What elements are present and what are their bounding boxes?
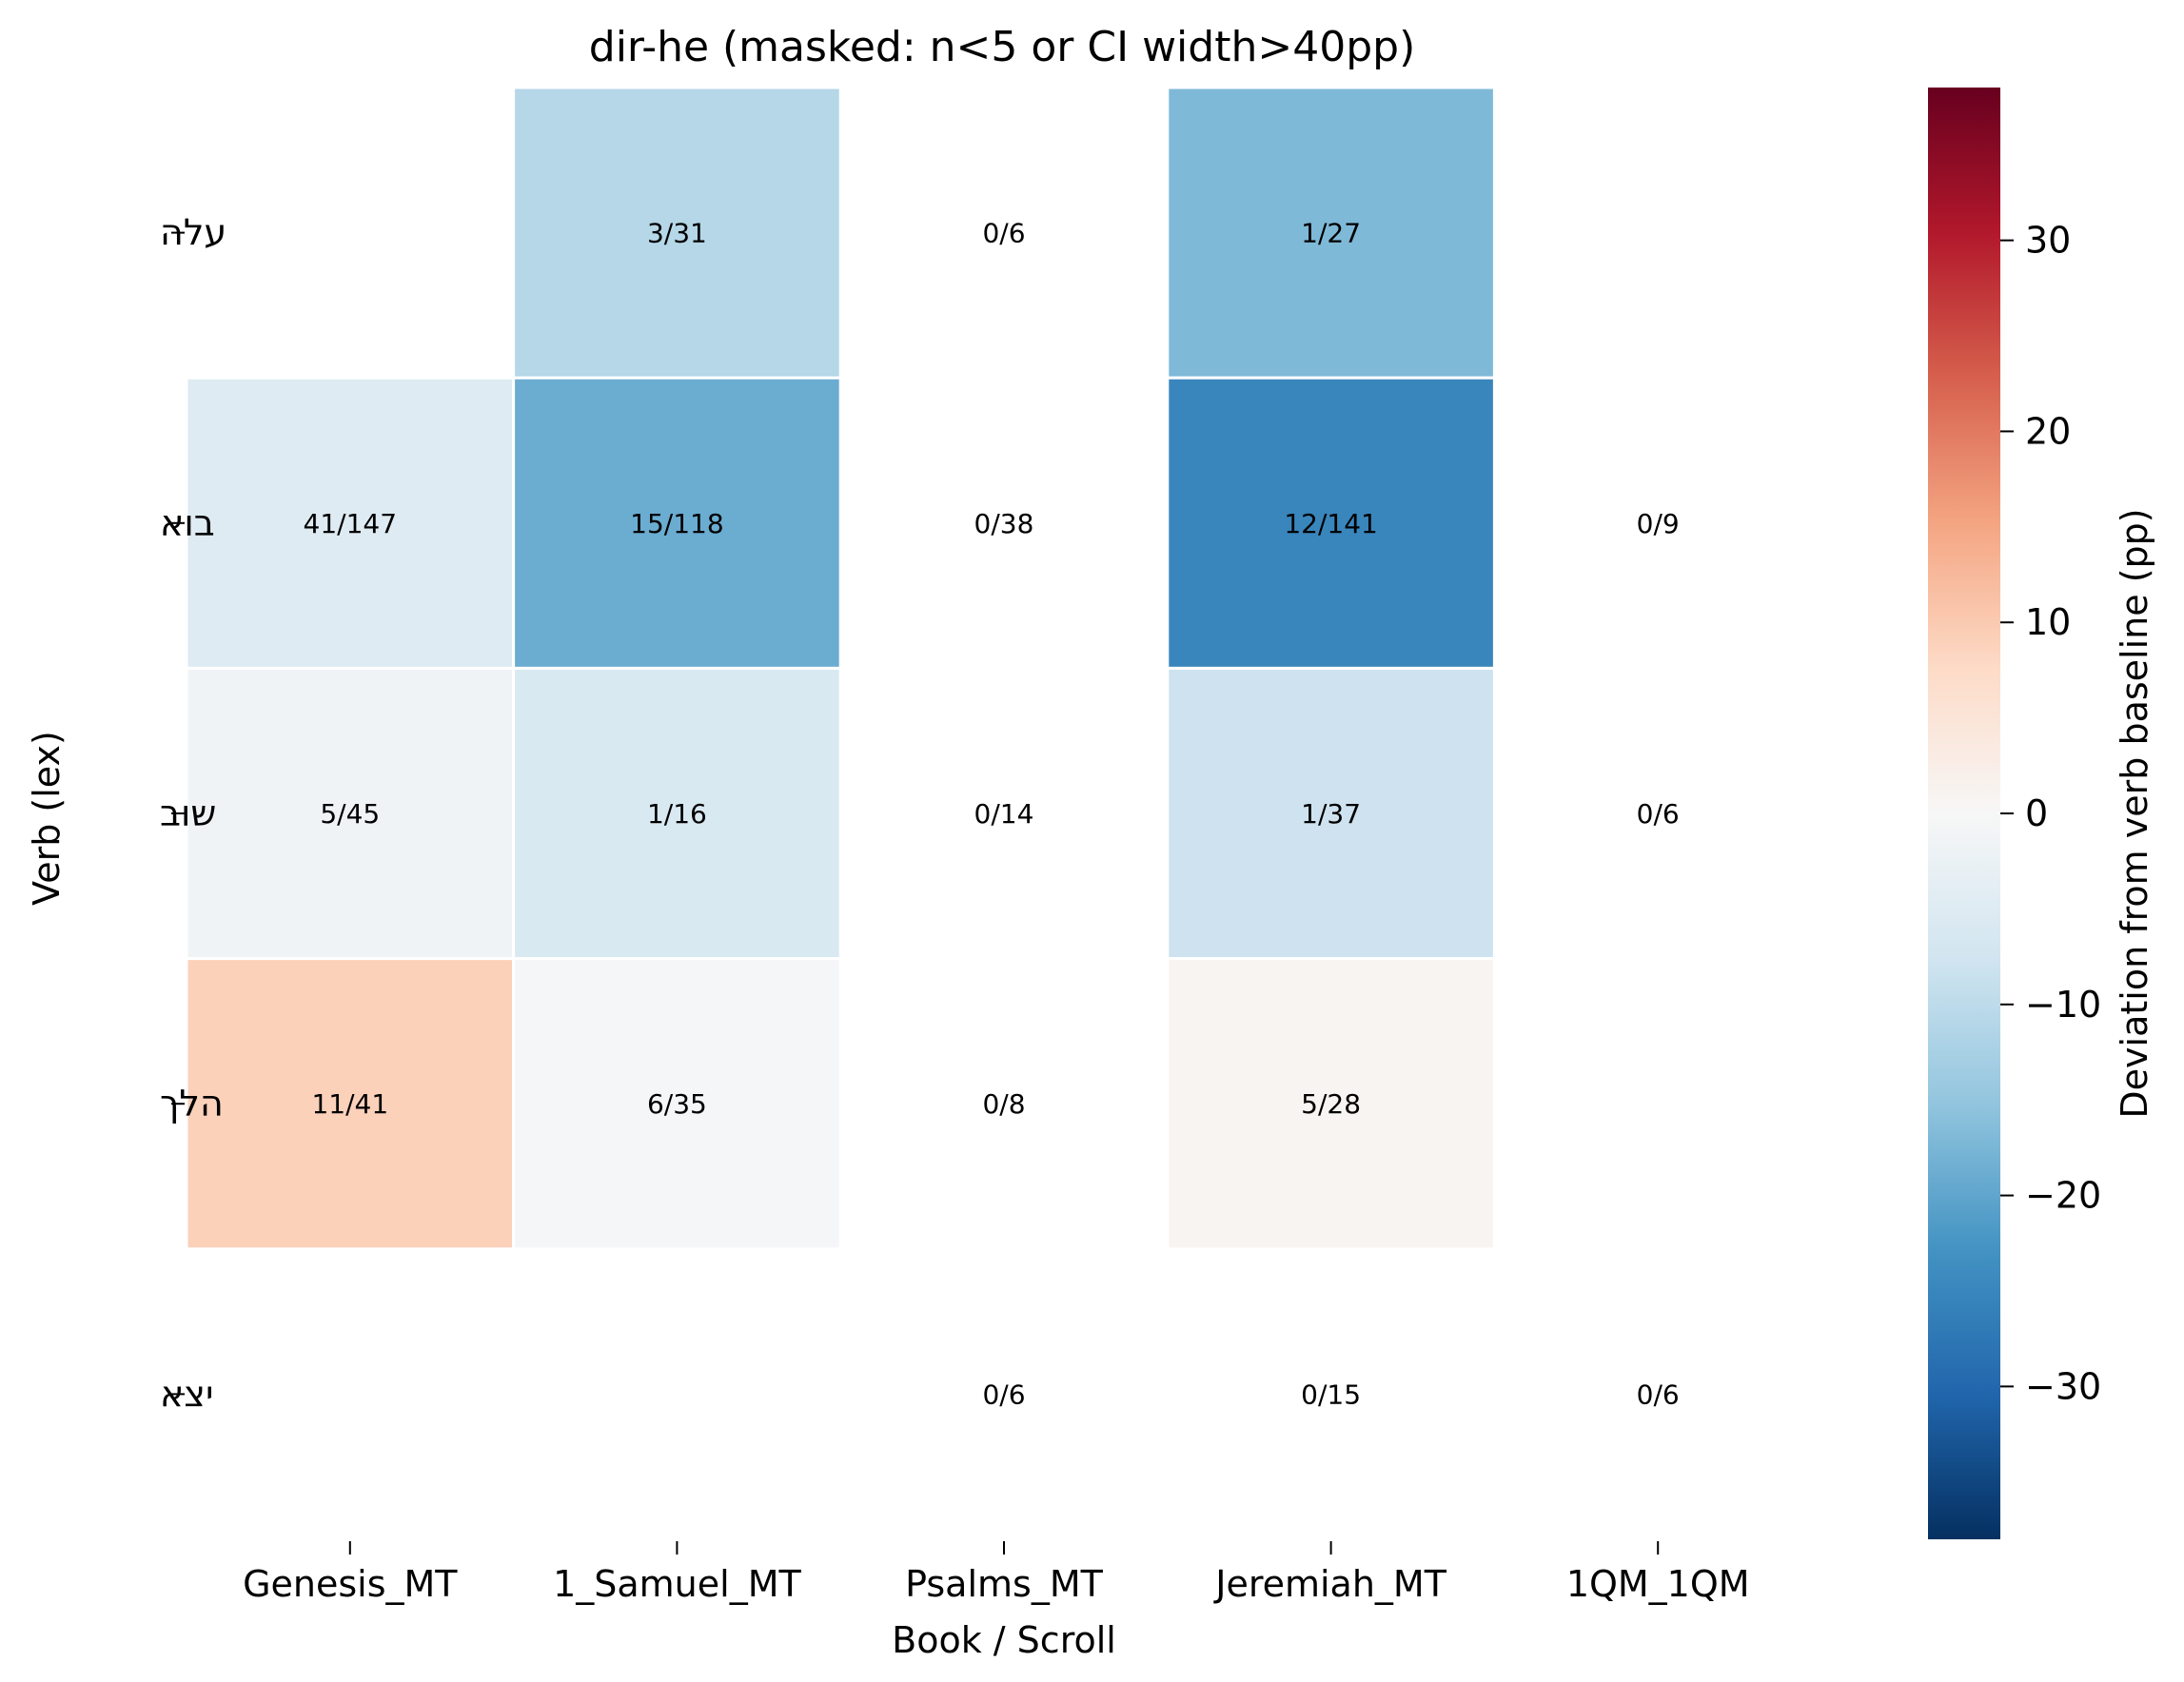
- cell-label: 0/6: [1637, 798, 1680, 830]
- colorbar-ticks: 30 20 10 0 −10 −20 −30: [2000, 220, 2101, 1407]
- x-axis: Genesis_MT 1_Samuel_MT Psalms_MT Jeremiah_M…: [243, 1541, 1750, 1605]
- heatmap-cell: [512, 957, 842, 1251]
- heatmap-cell: [1166, 86, 1496, 380]
- x-tick-label: 1_Samuel_MT: [553, 1563, 801, 1605]
- y-tick-label: עלה: [160, 212, 226, 254]
- y-axis-label: Verb (lex): [26, 731, 68, 906]
- cell-label: 1/16: [647, 798, 707, 830]
- colorbar-gradient: [1928, 88, 2000, 1539]
- colorbar-tick-label: 30: [2025, 220, 2071, 262]
- cell-label: 0/15: [1301, 1379, 1361, 1410]
- x-axis-label: Book / Scroll: [892, 1619, 1116, 1661]
- cell-label: 0/6: [1637, 1379, 1680, 1410]
- cell-label: 0/6: [982, 1379, 1025, 1410]
- cell-label: 12/141: [1284, 508, 1378, 539]
- chart-title: dir-he (masked: n<5 or CI width>40pp): [589, 23, 1415, 71]
- colorbar-tick-label: 10: [2025, 601, 2071, 643]
- colorbar-tick-label: −20: [2025, 1175, 2101, 1217]
- heatmap-cell: [1166, 957, 1496, 1251]
- heatmap-cell: [185, 376, 516, 670]
- heatmap-cell: [1166, 376, 1496, 670]
- colorbar-label: Deviation from verb baseline (pp): [2114, 508, 2155, 1118]
- y-tick-label: בוא: [160, 502, 215, 544]
- cell-label: 1/27: [1301, 218, 1361, 249]
- cell-label: 0/14: [974, 798, 1034, 830]
- colorbar: 30 20 10 0 −10 −20 −30 Deviation from verb bas…: [1928, 88, 2155, 1539]
- cell-label: 0/38: [974, 508, 1034, 539]
- cell-label: 1/37: [1301, 798, 1361, 830]
- colorbar-tick-label: 0: [2025, 792, 2048, 834]
- x-tick-label: Psalms_MT: [905, 1563, 1103, 1605]
- cell-label: 15/118: [630, 508, 724, 539]
- cell-label: 5/28: [1301, 1088, 1361, 1120]
- heatmap-cell: [185, 666, 516, 961]
- y-axis: עלה בוא שוב הלך יצא: [160, 212, 226, 1416]
- heatmap-cell: [185, 957, 516, 1251]
- x-tick-label: 1QM_1QM: [1566, 1563, 1750, 1605]
- colorbar-tick-label: −10: [2025, 984, 2101, 1026]
- heatmap-cell: [512, 376, 842, 670]
- cell-label: 0/9: [1637, 508, 1680, 539]
- colorbar-tick-label: −30: [2025, 1365, 2101, 1407]
- cell-label: 41/147: [304, 508, 398, 539]
- x-tick-label: Jeremiah_MT: [1213, 1563, 1446, 1605]
- x-tick-label: Genesis_MT: [243, 1563, 458, 1605]
- heatmap-cell-labels: 3/31 0/6 1/27 41/147 15/118 0/38 12/141 0/9 5/45…: [304, 218, 1680, 1411]
- cell-label: 6/35: [647, 1088, 707, 1120]
- colorbar-tick-label: 20: [2025, 410, 2071, 452]
- cell-label: 0/6: [982, 218, 1025, 249]
- y-tick-label: יצא: [160, 1373, 213, 1415]
- y-tick-label: שוב: [160, 792, 216, 834]
- cell-label: 3/31: [647, 218, 707, 249]
- heatmap-cells: [185, 86, 1496, 1251]
- cell-label: 5/45: [320, 798, 380, 830]
- heatmap-cell: [512, 86, 842, 380]
- heatmap-cell: [1166, 666, 1496, 961]
- cell-label: 0/8: [982, 1088, 1025, 1120]
- cell-label: 11/41: [311, 1088, 388, 1120]
- y-tick-label: הלך: [160, 1083, 224, 1125]
